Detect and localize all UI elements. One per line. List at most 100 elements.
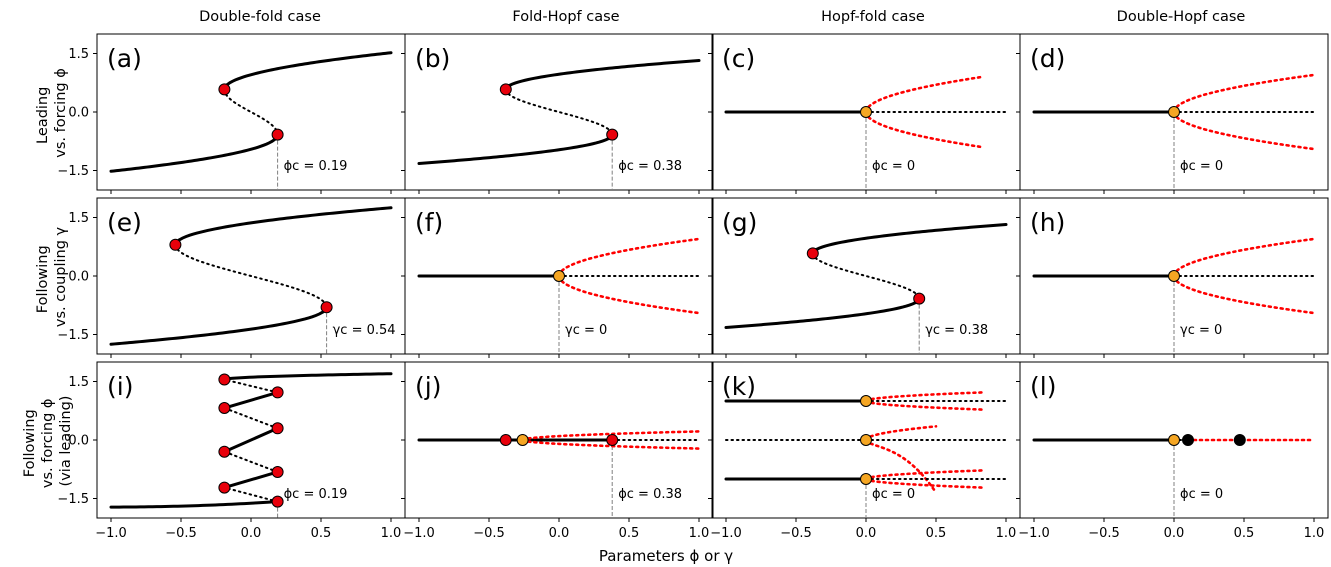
fold-point xyxy=(271,495,284,508)
periodic-orbit-lower xyxy=(1172,110,1316,151)
hopf-point xyxy=(860,473,872,485)
fold-point xyxy=(271,128,284,141)
periodic-orbit-lower xyxy=(864,110,984,149)
plot-area xyxy=(724,391,1007,518)
fold-point xyxy=(271,422,284,435)
panel-letter: (c) xyxy=(722,44,755,73)
column-title-hopf-fold: Hopf-fold case xyxy=(821,9,925,25)
threshold-label: ϕc = 0 xyxy=(1180,159,1223,174)
x-tick-label: 0.0 xyxy=(856,526,877,541)
fold-point xyxy=(606,434,619,446)
threshold-label: ϕc = 0.19 xyxy=(284,159,348,174)
fold-point xyxy=(218,445,231,458)
plot-area xyxy=(109,206,393,354)
stable-branch-upper xyxy=(504,59,701,91)
unstable-segment xyxy=(223,450,279,473)
x-tick-label: −0.5 xyxy=(1088,526,1120,541)
y-tick-label: −1.5 xyxy=(57,328,89,343)
x-tick-label: 1.0 xyxy=(1304,526,1325,541)
panel-g: (g) γc = 0.38 xyxy=(708,197,1021,358)
unstable-branch-middle xyxy=(504,88,614,136)
x-tick-label: 1.0 xyxy=(381,526,402,541)
column-title-double-fold: Double-fold case xyxy=(199,9,321,25)
panel-j: −1.0 −0.5 0.0 0.5 1.0 (j) ϕc = 0.38 xyxy=(401,361,714,541)
panel-l: −1.0 −0.5 0.0 0.5 1.0 (l) ϕc = 0 xyxy=(1016,361,1329,541)
fold-point xyxy=(320,301,333,314)
panel-i: −1.0 −0.5 0.0 0.5 1.0 −1.5 0.0 1.5 (i) ϕc = 0.19 xyxy=(57,361,406,541)
row-labels: Leading vs. forcing ϕ Following vs. coup… xyxy=(22,68,74,488)
panel-letter: (i) xyxy=(107,372,133,401)
x-tick-label: −1.0 xyxy=(1018,526,1050,541)
fold-point xyxy=(271,386,284,399)
y-tick-label: 0.0 xyxy=(68,434,89,449)
hopf-point xyxy=(1168,270,1180,282)
unstable-segment xyxy=(223,486,279,503)
y-tick-label: 0.0 xyxy=(68,270,89,285)
panel-c: (c) ϕc = 0 xyxy=(708,33,1021,194)
fold-point xyxy=(271,465,284,478)
periodic-orbit-lower xyxy=(864,399,984,411)
panel-letter: (h) xyxy=(1030,208,1065,237)
panel-letter: (k) xyxy=(722,372,756,401)
column-title-fold-hopf: Fold-Hopf case xyxy=(512,9,619,25)
periodic-orbit-upper xyxy=(864,425,938,442)
periodic-orbit-upper xyxy=(521,430,701,442)
unstable-segment xyxy=(223,407,279,430)
x-tick-label: 1.0 xyxy=(996,526,1017,541)
threshold-label: γc = 0 xyxy=(565,323,607,338)
y-tick-label: −1.5 xyxy=(57,492,89,507)
unstable-branch-middle xyxy=(223,88,279,136)
other-point xyxy=(1182,434,1194,446)
y-tick-label: 0.0 xyxy=(68,106,89,121)
panel-letter: (b) xyxy=(415,44,450,73)
stable-segment xyxy=(222,426,280,454)
y-tick-label: 1.5 xyxy=(68,47,89,62)
panel-letter: (f) xyxy=(415,208,443,237)
stable-branch-upper xyxy=(222,51,393,91)
fold-point xyxy=(913,292,926,305)
periodic-orbit-upper xyxy=(864,75,984,114)
plot-area xyxy=(417,237,701,354)
periodic-orbit-upper xyxy=(1172,73,1316,114)
stable-branch-lower xyxy=(417,133,614,165)
other-point xyxy=(1233,434,1246,446)
periodic-orbit-lower xyxy=(864,438,938,494)
threshold-label: ϕc = 0.38 xyxy=(618,159,682,174)
stable-branch-upper xyxy=(811,223,1008,255)
x-tick-label: −0.5 xyxy=(473,526,505,541)
panel-a: −1.5 0.0 1.5 (a) ϕc = 0.19 xyxy=(57,33,406,194)
fold-point xyxy=(499,83,512,96)
panel-letter: (j) xyxy=(415,372,441,401)
threshold-label: ϕc = 0 xyxy=(872,159,915,174)
fold-point xyxy=(499,434,512,446)
x-tick-label: 0.0 xyxy=(1164,526,1185,541)
x-tick-label: 0.0 xyxy=(549,526,570,541)
x-tick-label: 0.0 xyxy=(241,526,262,541)
x-tick-label: 0.5 xyxy=(311,526,332,541)
stable-branch-lower xyxy=(724,297,921,329)
hopf-point xyxy=(1168,106,1180,118)
panel-k: −1.0 −0.5 0.0 0.5 1.0 (k) ϕc = 0 xyxy=(708,361,1021,541)
hopf-point xyxy=(860,106,872,118)
y-tick-label: 1.5 xyxy=(68,375,89,390)
periodic-orbit-upper xyxy=(1172,237,1316,278)
threshold-label: γc = 0.54 xyxy=(333,323,396,338)
panel-d: (d) ϕc = 0 xyxy=(1016,33,1329,194)
periodic-orbit-upper xyxy=(864,391,984,403)
unstable-branch-middle xyxy=(811,252,921,300)
panel-letter: (g) xyxy=(722,208,757,237)
fold-point xyxy=(218,481,231,494)
plot-area xyxy=(417,430,701,518)
x-tick-label: 0.5 xyxy=(1234,526,1255,541)
periodic-orbit-lower xyxy=(521,438,701,450)
row-label-following-coupling: Following vs. coupling γ xyxy=(35,226,69,327)
plot-area xyxy=(109,372,393,518)
periodic-orbit-upper xyxy=(557,237,701,278)
plot-area xyxy=(1032,73,1316,190)
threshold-label: ϕc = 0 xyxy=(872,487,915,502)
column-titles: Double-fold case Fold-Hopf case Hopf-fol… xyxy=(199,9,1245,25)
stable-branch-lower xyxy=(109,133,280,173)
y-tick-label: 1.5 xyxy=(68,211,89,226)
plot-area xyxy=(724,75,1007,190)
